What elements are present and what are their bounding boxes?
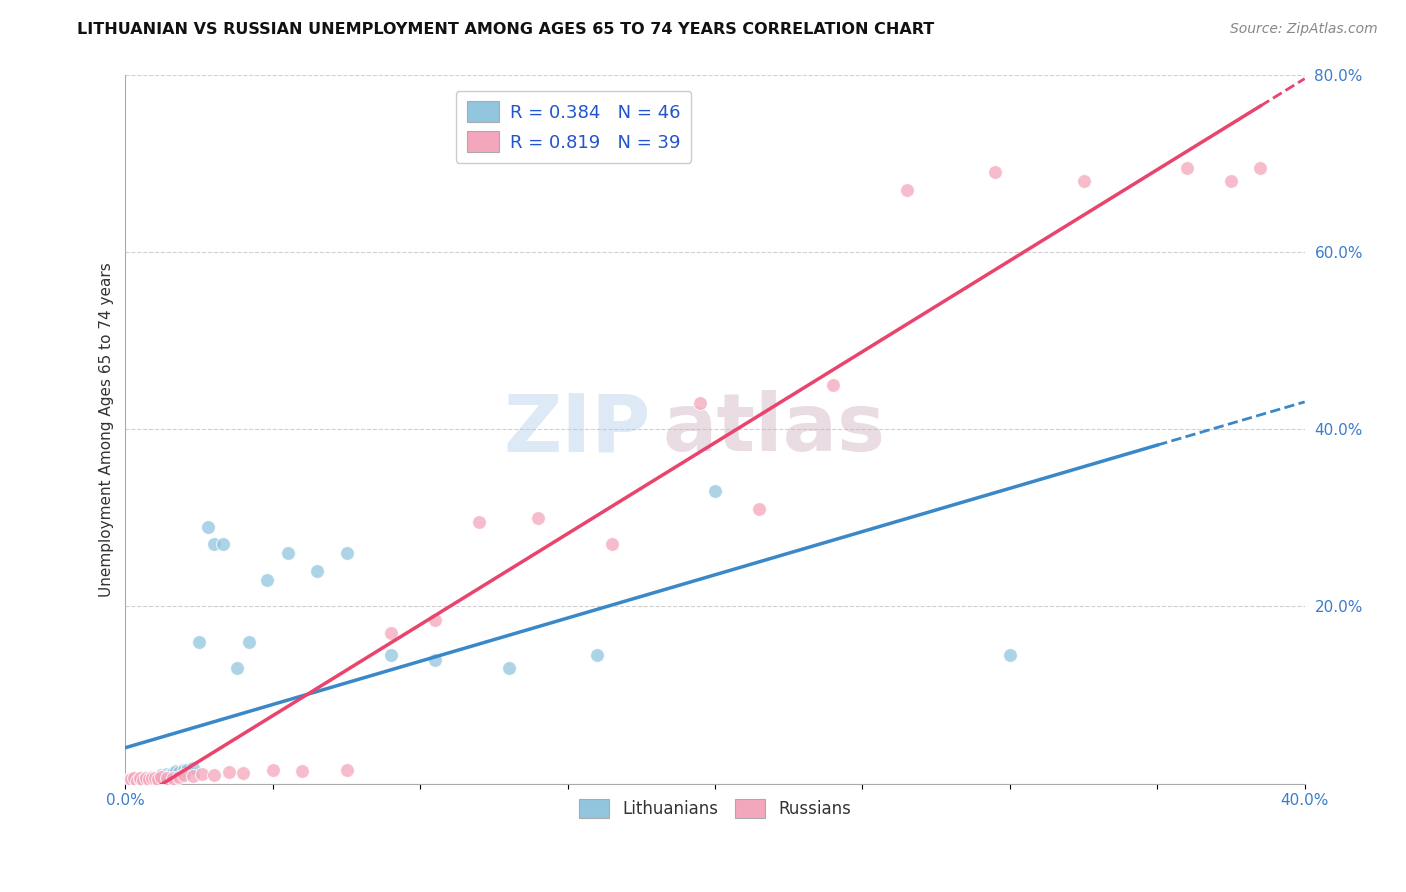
Point	[156, 767, 179, 781]
Point	[181, 769, 204, 783]
Point	[135, 773, 157, 788]
Point	[498, 661, 520, 675]
Point	[132, 771, 155, 785]
Point	[120, 772, 142, 787]
Point	[132, 772, 155, 787]
Point	[335, 763, 357, 777]
Point	[191, 767, 214, 781]
Point	[120, 772, 142, 787]
Point	[129, 771, 152, 785]
Point	[127, 774, 149, 789]
Point	[1175, 161, 1198, 175]
Point	[238, 635, 260, 649]
Point	[132, 773, 155, 788]
Point	[211, 537, 233, 551]
Point	[138, 772, 160, 787]
Point	[162, 772, 184, 786]
Point	[167, 770, 190, 784]
Point	[896, 183, 918, 197]
Point	[468, 515, 491, 529]
Point	[1073, 174, 1095, 188]
Point	[143, 772, 166, 787]
Point	[197, 519, 219, 533]
Point	[188, 635, 211, 649]
Point	[120, 774, 142, 789]
Point	[1249, 161, 1271, 175]
Point	[135, 772, 157, 786]
Point	[124, 772, 146, 786]
Point	[984, 165, 1007, 179]
Point	[117, 773, 139, 788]
Point	[748, 502, 770, 516]
Point	[143, 772, 166, 786]
Point	[165, 764, 187, 779]
Point	[998, 648, 1021, 663]
Point	[129, 772, 152, 786]
Point	[226, 661, 249, 675]
Point	[600, 537, 623, 551]
Point	[149, 768, 172, 782]
Point	[124, 773, 146, 788]
Point	[423, 652, 446, 666]
Point	[129, 773, 152, 788]
Point	[335, 546, 357, 560]
Point	[127, 772, 149, 787]
Point	[821, 377, 844, 392]
Point	[181, 761, 204, 775]
Point	[291, 764, 314, 779]
Point	[380, 648, 402, 663]
Point	[218, 765, 240, 780]
Point	[138, 772, 160, 787]
Point	[138, 771, 160, 785]
Point	[277, 546, 299, 560]
Point	[586, 648, 609, 663]
Point	[202, 537, 225, 551]
Point	[380, 626, 402, 640]
Point	[232, 766, 254, 780]
Point	[129, 772, 152, 787]
Legend: Lithuanians, Russians: Lithuanians, Russians	[572, 792, 858, 825]
Point	[141, 770, 163, 784]
Point	[146, 770, 169, 784]
Point	[167, 765, 190, 780]
Point	[127, 774, 149, 789]
Text: atlas: atlas	[662, 390, 886, 468]
Point	[704, 484, 727, 499]
Point	[162, 766, 184, 780]
Point	[176, 763, 198, 777]
Point	[202, 768, 225, 782]
Point	[135, 772, 157, 786]
Point	[689, 395, 711, 409]
Point	[124, 772, 146, 786]
Text: Source: ZipAtlas.com: Source: ZipAtlas.com	[1230, 22, 1378, 37]
Point	[141, 771, 163, 785]
Point	[307, 564, 329, 578]
Point	[173, 768, 195, 782]
Point	[256, 573, 278, 587]
Point	[173, 764, 195, 778]
Point	[149, 770, 172, 784]
Point	[143, 771, 166, 785]
Point	[527, 510, 550, 524]
Point	[159, 768, 181, 782]
Point	[1220, 174, 1243, 188]
Point	[117, 773, 139, 788]
Point	[156, 771, 179, 785]
Point	[152, 769, 174, 783]
Text: LITHUANIAN VS RUSSIAN UNEMPLOYMENT AMONG AGES 65 TO 74 YEARS CORRELATION CHART: LITHUANIAN VS RUSSIAN UNEMPLOYMENT AMONG…	[77, 22, 935, 37]
Y-axis label: Unemployment Among Ages 65 to 74 years: Unemployment Among Ages 65 to 74 years	[100, 261, 114, 597]
Point	[423, 613, 446, 627]
Point	[262, 764, 284, 778]
Point	[141, 772, 163, 786]
Point	[146, 772, 169, 787]
Text: ZIP: ZIP	[503, 390, 650, 468]
